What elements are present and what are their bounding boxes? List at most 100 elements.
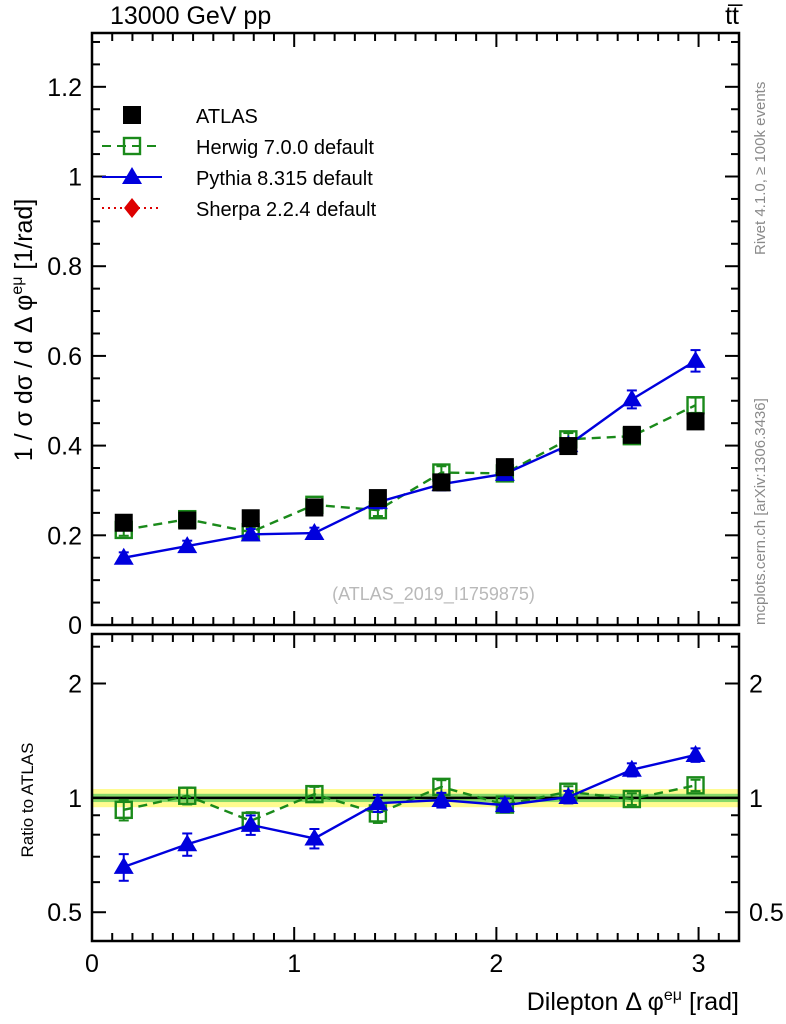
legend-item-pythia[interactable]: Pythia 8.315 default	[102, 167, 373, 190]
main-series-line	[123, 359, 697, 559]
ratio-panel: 0.5 0.5 1 1 2 2 0 1 2 3 Ratio to ATLAS	[18, 632, 784, 978]
ratio-series-line	[123, 784, 696, 823]
main-data-point	[621, 389, 642, 410]
main-marker	[114, 513, 133, 532]
legend-item-atlas[interactable]: ATLAS	[123, 106, 258, 128]
main-y-axis-title: 1 / σ dσ / d Δ φeμ [1/rad]	[9, 199, 38, 462]
legend-item-herwig[interactable]: Herwig 7.0.0 default	[102, 136, 374, 159]
legend-label-pythia: Pythia 8.315 default	[196, 168, 373, 190]
main-marker	[368, 489, 387, 508]
main-marker	[432, 473, 451, 492]
ratio-marker	[114, 800, 133, 820]
ratio-data-point	[686, 776, 705, 795]
legend-marker-herwig	[122, 136, 142, 156]
main-data-point	[686, 412, 705, 431]
x-tick-label: 1	[287, 950, 301, 978]
ratio-data-point	[431, 790, 452, 809]
ratio-y-tick-label: 0.5	[47, 899, 82, 927]
main-y-tick-label: 0.8	[47, 253, 82, 281]
ratio-marker	[558, 787, 579, 805]
ratio-marker	[494, 795, 515, 813]
header-process-label: tt̅	[725, 2, 743, 30]
main-data-point	[304, 523, 325, 541]
main-y-tick-label: 0	[68, 612, 82, 640]
main-data-point	[622, 425, 641, 444]
main-marker	[178, 511, 197, 530]
ratio-marker	[305, 784, 324, 804]
svg-text:Rivet 4.1.0, ≥ 100k events: Rivet 4.1.0, ≥ 100k events	[752, 82, 769, 255]
ratio-y-tick-label-right: 2	[749, 671, 763, 699]
main-data-point	[114, 513, 133, 532]
ratio-marker	[304, 828, 325, 846]
ratio-y-tick-label: 1	[68, 785, 82, 813]
main-data-point	[495, 458, 514, 477]
ratio-data-point	[558, 787, 579, 805]
main-data-point	[178, 511, 197, 530]
legend-item-sherpa[interactable]: Sherpa 2.2.4 default	[102, 198, 377, 221]
ratio-data-point	[114, 798, 133, 822]
x-tick-label: 2	[489, 950, 503, 978]
main-data-point	[432, 473, 451, 492]
ratio-marker	[686, 776, 705, 795]
ratio-data-point	[622, 789, 642, 809]
ratio-marker	[431, 790, 452, 808]
ratio-marker	[621, 759, 642, 777]
side-note-rivet: Rivet 4.1.0, ≥ 100k events	[752, 82, 769, 255]
svg-text:mcplots.cern.ch [arXiv:1306.34: mcplots.cern.ch [arXiv:1306.3436]	[752, 398, 769, 625]
x-axis-title: Dilepton Δ φeμ [rad]	[527, 987, 739, 1016]
main-series-atlas	[114, 412, 705, 532]
legend-label-sherpa: Sherpa 2.2.4 default	[196, 199, 377, 221]
x-tick-label: 3	[692, 950, 706, 978]
x-tick-label: 0	[85, 950, 99, 978]
main-data-point	[685, 349, 706, 373]
legend-label-herwig: Herwig 7.0.0 default	[196, 137, 374, 159]
ratio-y-tick-label-right: 0.5	[749, 899, 784, 927]
ratio-plot-area	[92, 634, 739, 941]
main-marker	[304, 523, 325, 541]
side-note-mcplots: mcplots.cern.ch [arXiv:1306.3436]	[752, 398, 769, 625]
ratio-data-point	[367, 793, 388, 813]
main-marker	[177, 536, 198, 554]
ratio-marker	[622, 789, 642, 809]
ratio-marker	[685, 744, 706, 762]
ratio-series-line	[123, 753, 696, 869]
ratio-y-axis: 0.5 0.5 1 1 2 2 0 1 2 3	[47, 634, 784, 978]
main-panel: 0 0.2 0.4 0.6 0.8 1 1.2 1 / σ dσ / d Δ φeμ [1/r…	[9, 31, 741, 640]
main-marker	[241, 509, 260, 528]
svg-text:1 / σ dσ / d Δ φeμ [1/rad]: 1 / σ dσ / d Δ φeμ [1/rad]	[9, 199, 38, 462]
main-panel-frame	[90, 31, 741, 627]
legend-marker-pythia	[122, 167, 142, 184]
ratio-y-tick-label-right: 1	[749, 785, 763, 813]
main-data-point	[177, 536, 198, 554]
ratio-marker	[113, 856, 134, 874]
svg-text:Ratio to ATLAS: Ratio to ATLAS	[18, 743, 37, 858]
ratio-panel-frame	[90, 632, 741, 943]
ratio-series-pythia	[113, 744, 706, 882]
legend: ATLAS Herwig 7.0.0 default Pythia 8.315 de…	[102, 106, 377, 221]
main-y-tick-label: 1	[68, 164, 82, 192]
main-marker	[686, 412, 705, 431]
main-marker	[240, 524, 261, 542]
ratio-data-point	[177, 832, 198, 857]
analysis-watermark: (ATLAS_2019_I1759875)	[332, 584, 535, 605]
main-y-tick-label: 0.6	[47, 343, 82, 371]
header-beam-label: 13000 GeV pp	[110, 2, 271, 30]
ratio-marker	[240, 814, 261, 832]
main-data-point	[113, 547, 134, 565]
main-y-tick-label: 1.2	[47, 74, 82, 102]
ratio-data-point	[240, 814, 261, 836]
main-marker	[495, 458, 514, 477]
legend-marker-atlas	[123, 106, 141, 124]
ratio-data-point	[305, 784, 324, 804]
main-data-point	[305, 498, 324, 517]
legend-label-atlas: ATLAS	[196, 106, 258, 128]
ratio-data-point	[494, 795, 515, 814]
ratio-y-tick-label: 2	[68, 671, 82, 699]
svg-text:Dilepton Δ φeμ [rad]: Dilepton Δ φeμ [rad]	[527, 987, 739, 1016]
legend-marker-sherpa	[124, 198, 140, 218]
main-y-tick-label: 0.4	[47, 433, 82, 461]
main-data-point	[559, 437, 578, 456]
main-marker	[559, 437, 578, 456]
